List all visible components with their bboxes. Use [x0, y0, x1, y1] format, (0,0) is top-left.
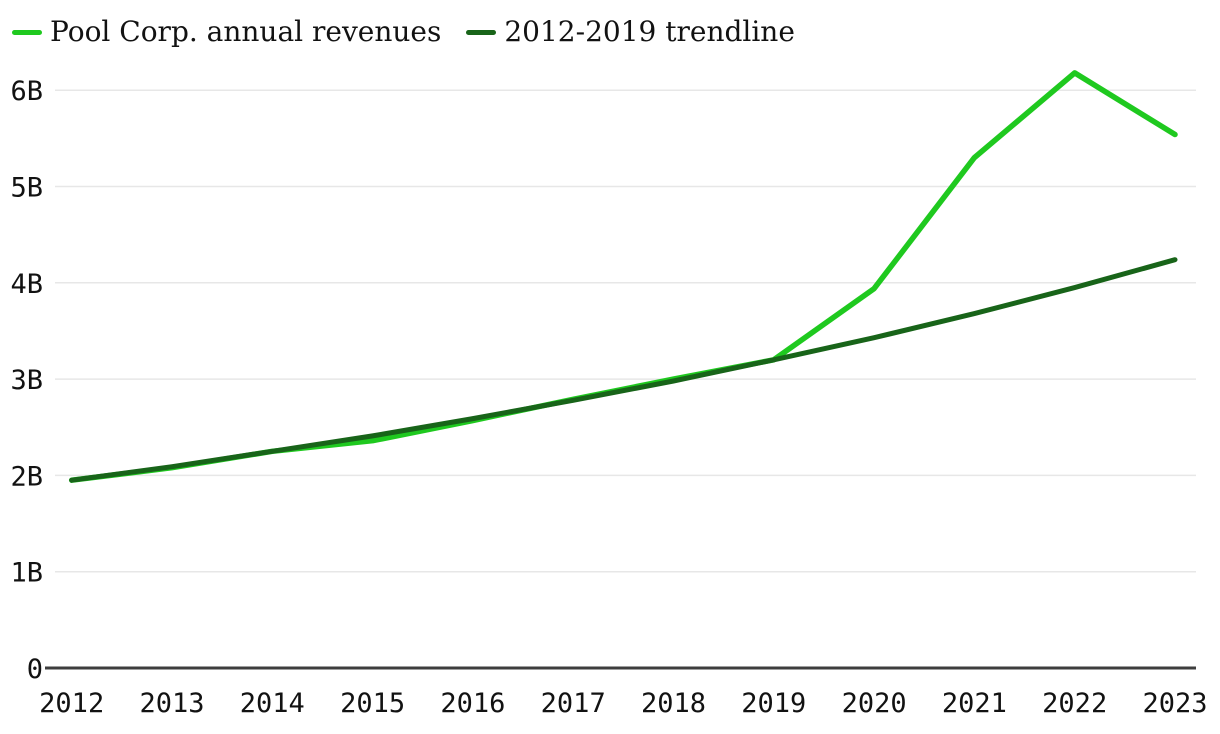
legend-item-trendline: 2012-2019 trendline	[466, 13, 795, 51]
chart-legend: Pool Corp. annual revenues 2012-2019 tre…	[12, 13, 795, 51]
legend-label-revenues: Pool Corp. annual revenues	[50, 15, 442, 48]
y-tick-label: 5B	[10, 173, 43, 204]
y-tick-label: 6B	[10, 76, 43, 107]
x-tick-label: 2021	[942, 688, 1007, 719]
y-tick-label: 3B	[10, 365, 43, 396]
x-tick-label: 2022	[1042, 688, 1107, 719]
x-tick-label: 2014	[240, 688, 305, 719]
x-tick-label: 2016	[440, 688, 505, 719]
x-tick-label: 2019	[741, 688, 806, 719]
trendline-line	[69, 257, 1178, 483]
y-tick-label: 1B	[10, 558, 43, 589]
x-tick-label: 2013	[139, 688, 204, 719]
x-tick-label: 2023	[1142, 688, 1207, 719]
y-tick-label: 2B	[10, 461, 43, 492]
x-tick-label: 2012	[39, 688, 104, 719]
y-tick-label: 0	[27, 654, 43, 685]
legend-label-trendline: 2012-2019 trendline	[504, 15, 795, 48]
revenues-line-swatch	[12, 29, 42, 35]
revenues-line	[68, 70, 1178, 483]
x-tick-label: 2017	[541, 688, 606, 719]
x-tick-label: 2018	[641, 688, 706, 719]
x-tick-label: 2015	[340, 688, 405, 719]
x-tick-label: 2020	[842, 688, 907, 719]
y-tick-label: 4B	[10, 269, 43, 300]
legend-item-revenues: Pool Corp. annual revenues	[12, 13, 441, 51]
trendline-swatch	[466, 29, 497, 35]
